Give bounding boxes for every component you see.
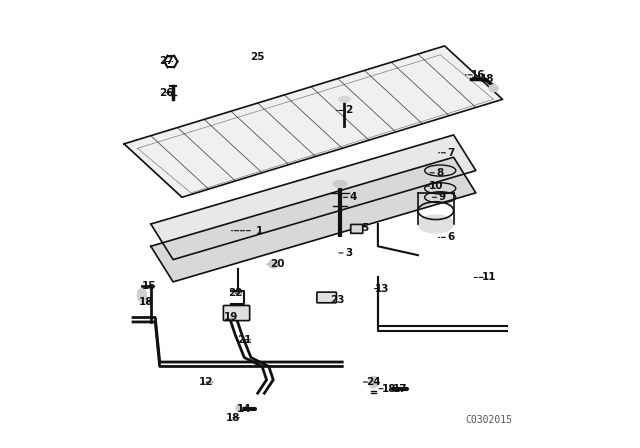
Text: 16: 16 (471, 70, 485, 80)
Text: 7: 7 (447, 148, 455, 158)
Text: 15: 15 (141, 281, 156, 291)
Ellipse shape (236, 405, 242, 411)
Text: 18: 18 (480, 74, 494, 84)
Text: 8: 8 (436, 168, 444, 178)
Text: 12: 12 (199, 377, 214, 387)
Text: 5: 5 (361, 224, 368, 233)
Text: 19: 19 (224, 313, 238, 323)
Polygon shape (124, 46, 502, 197)
Ellipse shape (138, 289, 147, 302)
Text: 2: 2 (346, 105, 353, 116)
Ellipse shape (339, 97, 350, 102)
Text: 22: 22 (228, 288, 243, 298)
Text: 13: 13 (375, 284, 390, 293)
Ellipse shape (418, 215, 454, 233)
Text: 23: 23 (330, 295, 345, 305)
Text: 14: 14 (237, 404, 252, 414)
Text: 3: 3 (346, 248, 353, 258)
Ellipse shape (269, 260, 278, 268)
Text: 10: 10 (429, 181, 443, 191)
Text: 18: 18 (381, 384, 396, 394)
FancyBboxPatch shape (223, 306, 250, 321)
Polygon shape (151, 135, 476, 260)
Text: 11: 11 (482, 272, 497, 282)
Text: 18: 18 (226, 413, 241, 422)
Text: C0302015: C0302015 (466, 415, 513, 425)
Text: 4: 4 (349, 192, 357, 202)
Ellipse shape (369, 376, 378, 388)
Text: 27: 27 (159, 56, 173, 66)
Text: 24: 24 (366, 377, 381, 387)
Text: 9: 9 (439, 192, 446, 202)
Polygon shape (151, 157, 476, 282)
Ellipse shape (333, 181, 347, 187)
Text: 18: 18 (139, 297, 154, 307)
FancyBboxPatch shape (317, 292, 337, 303)
Text: 21: 21 (237, 335, 252, 345)
Text: 17: 17 (393, 384, 408, 394)
Text: 26: 26 (159, 88, 173, 98)
Text: 1: 1 (256, 226, 264, 236)
Ellipse shape (489, 85, 498, 91)
Text: 20: 20 (271, 259, 285, 269)
Text: 6: 6 (448, 233, 455, 242)
FancyBboxPatch shape (351, 224, 363, 233)
Text: 25: 25 (250, 52, 265, 62)
